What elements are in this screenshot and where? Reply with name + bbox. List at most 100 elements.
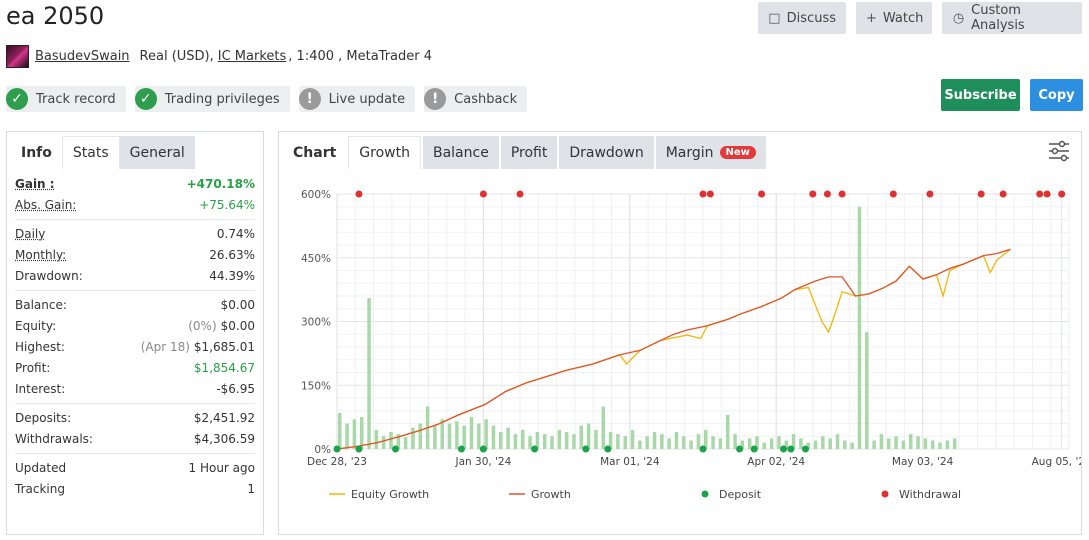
divider [15, 219, 255, 220]
withdrawal-marker [706, 190, 714, 198]
stat-value: $2,451.92 [193, 410, 255, 425]
deposit-bar [843, 440, 847, 449]
stat-key[interactable]: Abs. Gain: [15, 197, 77, 212]
badge-track-record[interactable]: ✓ Track record [6, 86, 126, 112]
deposit-bar [718, 438, 723, 449]
deposit-bar [491, 425, 496, 449]
stat-value: +470.18% [186, 176, 255, 191]
badge-label: Cashback [454, 91, 518, 107]
stat-value: 1 [247, 481, 255, 496]
exclamation-icon: ! [298, 88, 321, 110]
stats-list: Gain : +470.18% Abs. Gain: +75.64% Daily… [7, 173, 263, 499]
tab-info[interactable]: Info [11, 136, 62, 169]
avatar[interactable] [6, 44, 29, 68]
stat-note: (Apr 18) [140, 339, 190, 354]
withdrawal-marker [838, 190, 846, 198]
deposit-bar [857, 206, 862, 449]
deposit-bar [747, 438, 752, 449]
stat-value: $0.00 [220, 318, 255, 333]
deposit-bar [352, 419, 357, 449]
deposit-bar [652, 432, 657, 449]
deposit-bar [572, 434, 576, 449]
discuss-button[interactable]: □ Discuss [758, 2, 846, 34]
tab-growth[interactable]: Growth [348, 136, 421, 169]
deposit-bar [542, 434, 547, 449]
deposit-marker [582, 445, 590, 453]
deposit-bar [550, 436, 554, 449]
username-link[interactable]: BasudevSwain [35, 48, 130, 64]
y-tick-label: 600% [301, 189, 331, 201]
deposit-bar [872, 440, 876, 449]
custom-analysis-button[interactable]: ◷ Custom Analysis [942, 2, 1082, 34]
legend-label: Deposit [719, 488, 762, 501]
deposit-bar [674, 432, 679, 449]
deposit-bar [484, 419, 488, 449]
growth-chart[interactable]: 0% 150% 300% 450% 600% Dec 28, '23 Jan 30, '24… [279, 172, 1081, 534]
stat-key[interactable]: Monthly: [15, 247, 67, 262]
deposit-bar [791, 434, 796, 449]
withdrawal-marker [1036, 190, 1044, 198]
stat-note: (0%) [188, 318, 217, 333]
stat-value: $0.00 [220, 297, 255, 312]
deposit-bar [374, 429, 379, 449]
deposit-bar [433, 425, 437, 449]
watch-button[interactable]: + Watch [856, 2, 932, 34]
stat-key: Drawdown: [15, 268, 83, 283]
stat-key: Highest: [15, 339, 65, 354]
exclamation-icon: ! [424, 88, 447, 110]
stat-daily: Daily 0.74% [15, 223, 255, 244]
stat-value: 26.63% [209, 247, 255, 262]
equity-growth-line [336, 248, 1011, 450]
tab-stats[interactable]: Stats [61, 136, 120, 169]
custom-analysis-label: Custom Analysis [971, 3, 1025, 33]
clock-icon: ◷ [952, 10, 965, 26]
leverage-platform: , 1:400 , MetaTrader 4 [288, 48, 433, 64]
deposit-bar [506, 427, 510, 449]
badge-live-update[interactable]: ! Live update [298, 86, 416, 112]
deposit-bar [755, 436, 759, 449]
stat-key: Balance: [15, 297, 67, 312]
account-type: Real (USD), [139, 48, 214, 64]
deposit-bar [528, 436, 532, 449]
tab-profit[interactable]: Profit [500, 136, 558, 169]
deposit-bar [938, 442, 942, 449]
deposit-bar [403, 437, 408, 449]
stat-key[interactable]: Daily [15, 226, 46, 241]
tab-margin[interactable]: Margin New [655, 136, 766, 169]
deposit-bar [908, 434, 913, 449]
withdrawal-marker [809, 190, 817, 198]
deposit-bar [725, 415, 730, 449]
deposit-bar [564, 432, 569, 449]
tab-drawdown[interactable]: Drawdown [559, 136, 654, 169]
stat-key[interactable]: Gain : [15, 176, 55, 191]
subscribe-button[interactable]: Subscribe [941, 79, 1020, 111]
stat-value: +75.64% [199, 197, 255, 212]
withdrawal-marker [1058, 190, 1066, 198]
deposit-bar [645, 436, 649, 449]
deposit-bar [682, 436, 686, 449]
deposit-bar [696, 434, 701, 449]
badge-trading-privileges[interactable]: ✓ Trading privileges [134, 86, 290, 112]
deposit-bar [521, 429, 525, 449]
tab-balance[interactable]: Balance [422, 136, 499, 169]
tab-general[interactable]: General [119, 136, 195, 169]
deposit-bar [411, 427, 415, 449]
badge-cashback[interactable]: ! Cashback [424, 86, 528, 112]
broker-link[interactable]: IC Markets [217, 48, 287, 64]
new-badge: New [719, 146, 756, 159]
stat-value: 44.39% [209, 268, 255, 283]
deposit-bar [740, 440, 745, 449]
settings-sliders-icon[interactable] [1047, 140, 1071, 162]
stat-value: $1,685.01 [193, 339, 255, 354]
deposit-bar [828, 438, 832, 449]
x-tick-label: Jan 30, '24 [454, 456, 511, 468]
stat-key: Updated [15, 460, 67, 475]
deposit-bar [689, 440, 693, 449]
deposit-marker [787, 445, 795, 453]
deposit-bar [733, 434, 737, 449]
deposit-bar [477, 423, 481, 449]
copy-button[interactable]: Copy [1030, 79, 1083, 111]
deposit-bar [579, 425, 584, 449]
deposit-bar [835, 434, 840, 449]
deposit-bar [821, 436, 825, 449]
